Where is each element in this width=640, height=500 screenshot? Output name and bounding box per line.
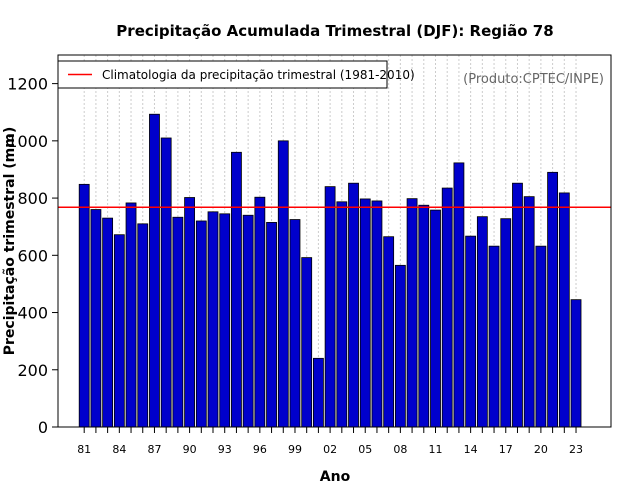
y-tick-label: 800 — [17, 189, 48, 208]
bar-1991 — [195, 220, 207, 428]
bar-1982 — [90, 209, 102, 428]
x-tick-label: 87 — [147, 443, 161, 456]
chart-title: Precipitação Acumulada Trimestral (DJF):… — [116, 22, 553, 40]
x-tick-label: 02 — [323, 443, 337, 456]
x-tick-label: 81 — [77, 443, 91, 456]
bar-2020 — [535, 245, 547, 428]
y-axis: 0 200 400 600 800 1000 1200 — [7, 75, 58, 437]
x-axis-label: Ano — [320, 469, 351, 485]
bar-2000 — [301, 257, 313, 428]
y-tick-label: 0 — [38, 418, 48, 437]
bar-2014 — [465, 235, 477, 428]
bar-2022 — [558, 192, 570, 428]
bar-1989 — [172, 216, 184, 428]
bar-1995 — [242, 214, 254, 428]
bar-1999 — [289, 219, 301, 428]
bar-2007 — [383, 236, 395, 428]
x-tick-label: 90 — [183, 443, 197, 456]
bar-2002 — [324, 186, 336, 428]
x-tick-label: 23 — [569, 443, 583, 456]
bar-1985 — [125, 202, 137, 428]
bar-1993 — [219, 213, 231, 428]
y-tick-label: 1200 — [7, 75, 48, 94]
legend: Climatologia da precipitação trimestral … — [57, 60, 415, 89]
plot-frame — [57, 54, 612, 428]
bar-2016 — [488, 245, 500, 428]
bar-2008 — [394, 264, 406, 428]
bar-2023 — [570, 299, 582, 428]
x-tick-label: 20 — [534, 443, 548, 456]
x-tick-label: 11 — [429, 443, 443, 456]
bar-1987 — [149, 113, 160, 428]
y-tick-label: 600 — [17, 246, 48, 265]
bar-2005 — [359, 198, 371, 428]
bar-2006 — [371, 200, 383, 428]
bar-2021 — [547, 171, 558, 428]
bar-1981 — [78, 183, 90, 428]
bar-1994 — [231, 151, 242, 428]
bar-1983 — [102, 217, 114, 428]
bar-2004 — [348, 182, 359, 428]
bar-2013 — [453, 162, 465, 428]
x-axis: 81 84 87 90 93 96 99 02 05 08 11 14 17 20 23 — [77, 427, 583, 456]
bar-2019 — [523, 196, 535, 428]
y-tick-label: 200 — [17, 361, 48, 380]
x-tick-label: 96 — [253, 443, 267, 456]
y-tick-label: 1000 — [7, 132, 48, 151]
x-tick-label: 14 — [464, 443, 478, 456]
bar-1988 — [160, 137, 172, 428]
bar-2009 — [406, 198, 418, 428]
bar-1986 — [137, 223, 149, 428]
x-tick-label: 17 — [499, 443, 513, 456]
bar-1984 — [113, 234, 125, 428]
bars — [78, 113, 582, 428]
bar-2015 — [476, 216, 488, 428]
bar-2001 — [312, 357, 324, 428]
bar-2012 — [441, 187, 453, 428]
bar-2011 — [430, 209, 441, 428]
bar-1996 — [254, 196, 266, 428]
legend-label: Climatologia da precipitação trimestral … — [102, 68, 415, 82]
x-tick-label: 08 — [393, 443, 407, 456]
y-axis-label: Precipitação trimestral (mm) — [2, 127, 18, 355]
bar-2017 — [500, 218, 512, 428]
legend-box — [57, 60, 388, 89]
x-tick-label: 99 — [288, 443, 302, 456]
y-tick-label: 400 — [17, 304, 48, 323]
bar-1992 — [207, 211, 219, 428]
x-tick-label: 93 — [218, 443, 232, 456]
x-tick-label: 84 — [112, 443, 126, 456]
bar-2003 — [336, 201, 348, 428]
x-tick-label: 05 — [358, 443, 372, 456]
bar-2010 — [418, 204, 430, 428]
bar-2018 — [512, 182, 523, 428]
source-note: (Produto:CPTEC/INPE) — [463, 72, 604, 87]
bar-1990 — [184, 197, 195, 428]
bar-1997 — [266, 221, 277, 428]
bar-1998 — [277, 140, 289, 428]
